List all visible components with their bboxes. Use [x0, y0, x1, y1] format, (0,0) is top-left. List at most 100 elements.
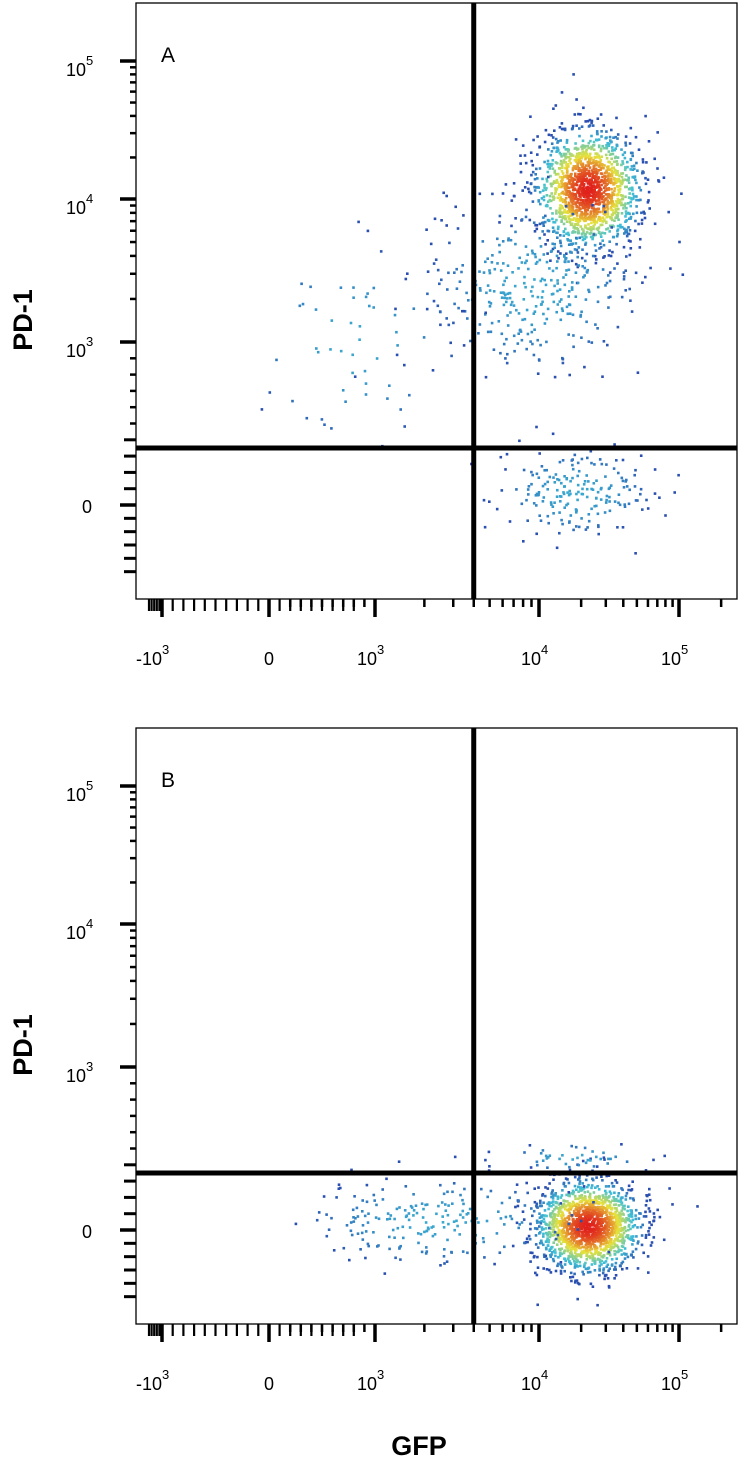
event-dot [568, 489, 571, 493]
event-dot [609, 201, 613, 205]
event-dot [581, 1198, 585, 1202]
event-dot [565, 155, 569, 159]
event-dot [571, 167, 575, 170]
event-dot [608, 230, 611, 233]
event-dot [571, 1218, 575, 1221]
event-dot [595, 1165, 599, 1168]
y-tick-label: 104 [66, 916, 93, 943]
event-dot [589, 212, 593, 215]
event-dot [531, 473, 534, 477]
event-dot [634, 135, 638, 139]
event-dot [539, 245, 543, 248]
event-dot [599, 1210, 603, 1214]
event-dot [576, 222, 580, 225]
event-dot [633, 485, 637, 488]
event-dot [600, 166, 603, 170]
event-dot [631, 1250, 635, 1253]
event-dot [565, 477, 568, 481]
event-dot [569, 1248, 572, 1251]
event-dot [599, 498, 603, 501]
event-dot [546, 239, 549, 242]
event-dot [607, 296, 610, 299]
event-dot [557, 185, 561, 188]
event-dot [603, 511, 607, 514]
event-dot [544, 128, 548, 132]
event-dot [409, 1204, 413, 1208]
event-dot [548, 475, 552, 479]
event-dot [399, 1258, 402, 1261]
event-dot [594, 162, 598, 165]
event-dot [628, 1219, 632, 1223]
event-dot [620, 1209, 623, 1213]
event-dot [429, 242, 433, 246]
event-dot [570, 1252, 574, 1256]
event-dot [584, 1267, 588, 1271]
event-dot [607, 1225, 611, 1228]
event-dot [584, 1178, 588, 1182]
event-dot [577, 187, 580, 191]
event-dot [546, 1166, 549, 1169]
event-dot [556, 1236, 560, 1240]
event-dot [613, 1191, 616, 1195]
event-dot [566, 1249, 570, 1253]
event-dot [625, 478, 628, 482]
event-dot [562, 1182, 565, 1186]
event-dot [581, 150, 584, 153]
event-dot [586, 1238, 589, 1241]
event-dot [534, 186, 538, 189]
event-dot [594, 156, 598, 159]
event-dot [616, 193, 619, 197]
event-dot [583, 170, 587, 173]
event-dot [625, 1217, 628, 1220]
event-dot [538, 1216, 542, 1219]
event-dot [617, 188, 620, 191]
event-dot [611, 1185, 615, 1188]
event-dot [482, 1240, 485, 1244]
event-dot [561, 1212, 565, 1216]
event-dot [567, 1181, 571, 1185]
event-dot [605, 171, 608, 174]
event-dot [509, 1214, 512, 1218]
event-dot [445, 224, 448, 227]
event-dot [491, 254, 494, 257]
event-dot [422, 336, 426, 339]
event-dot [606, 212, 610, 216]
event-dot [605, 215, 608, 219]
event-dot [515, 488, 518, 491]
event-dot [352, 1216, 355, 1219]
event-dot [484, 313, 487, 316]
event-dot [603, 189, 607, 192]
event-dot [589, 1159, 592, 1162]
event-dot [573, 453, 577, 457]
event-dot [554, 188, 557, 192]
event-dot [565, 141, 569, 144]
event-dot [613, 1224, 617, 1227]
event-dot [588, 232, 592, 235]
event-dot [609, 1234, 613, 1237]
event-dot [600, 130, 603, 133]
event-dot [573, 248, 577, 251]
event-dot [584, 1244, 588, 1247]
event-dot [652, 1158, 655, 1162]
event-dot [546, 162, 549, 166]
event-dot [615, 1244, 619, 1247]
event-dot [611, 224, 614, 227]
event-dot [487, 300, 491, 304]
event-dot [583, 1191, 587, 1194]
event-dot [589, 189, 592, 193]
event-dot [584, 298, 588, 301]
event-dot [625, 206, 628, 210]
event-dot [650, 1223, 653, 1227]
event-dot [596, 199, 599, 202]
event-dot [544, 188, 548, 192]
event-dot [589, 1206, 592, 1209]
event-dot [620, 1203, 623, 1206]
event-dot [574, 1197, 577, 1201]
event-dot [498, 221, 501, 224]
event-dot [601, 231, 604, 235]
event-dot [596, 512, 600, 516]
event-dot [415, 1211, 419, 1215]
event-dot [557, 1221, 561, 1224]
event-dot [603, 1229, 606, 1232]
event-dot [599, 159, 603, 162]
